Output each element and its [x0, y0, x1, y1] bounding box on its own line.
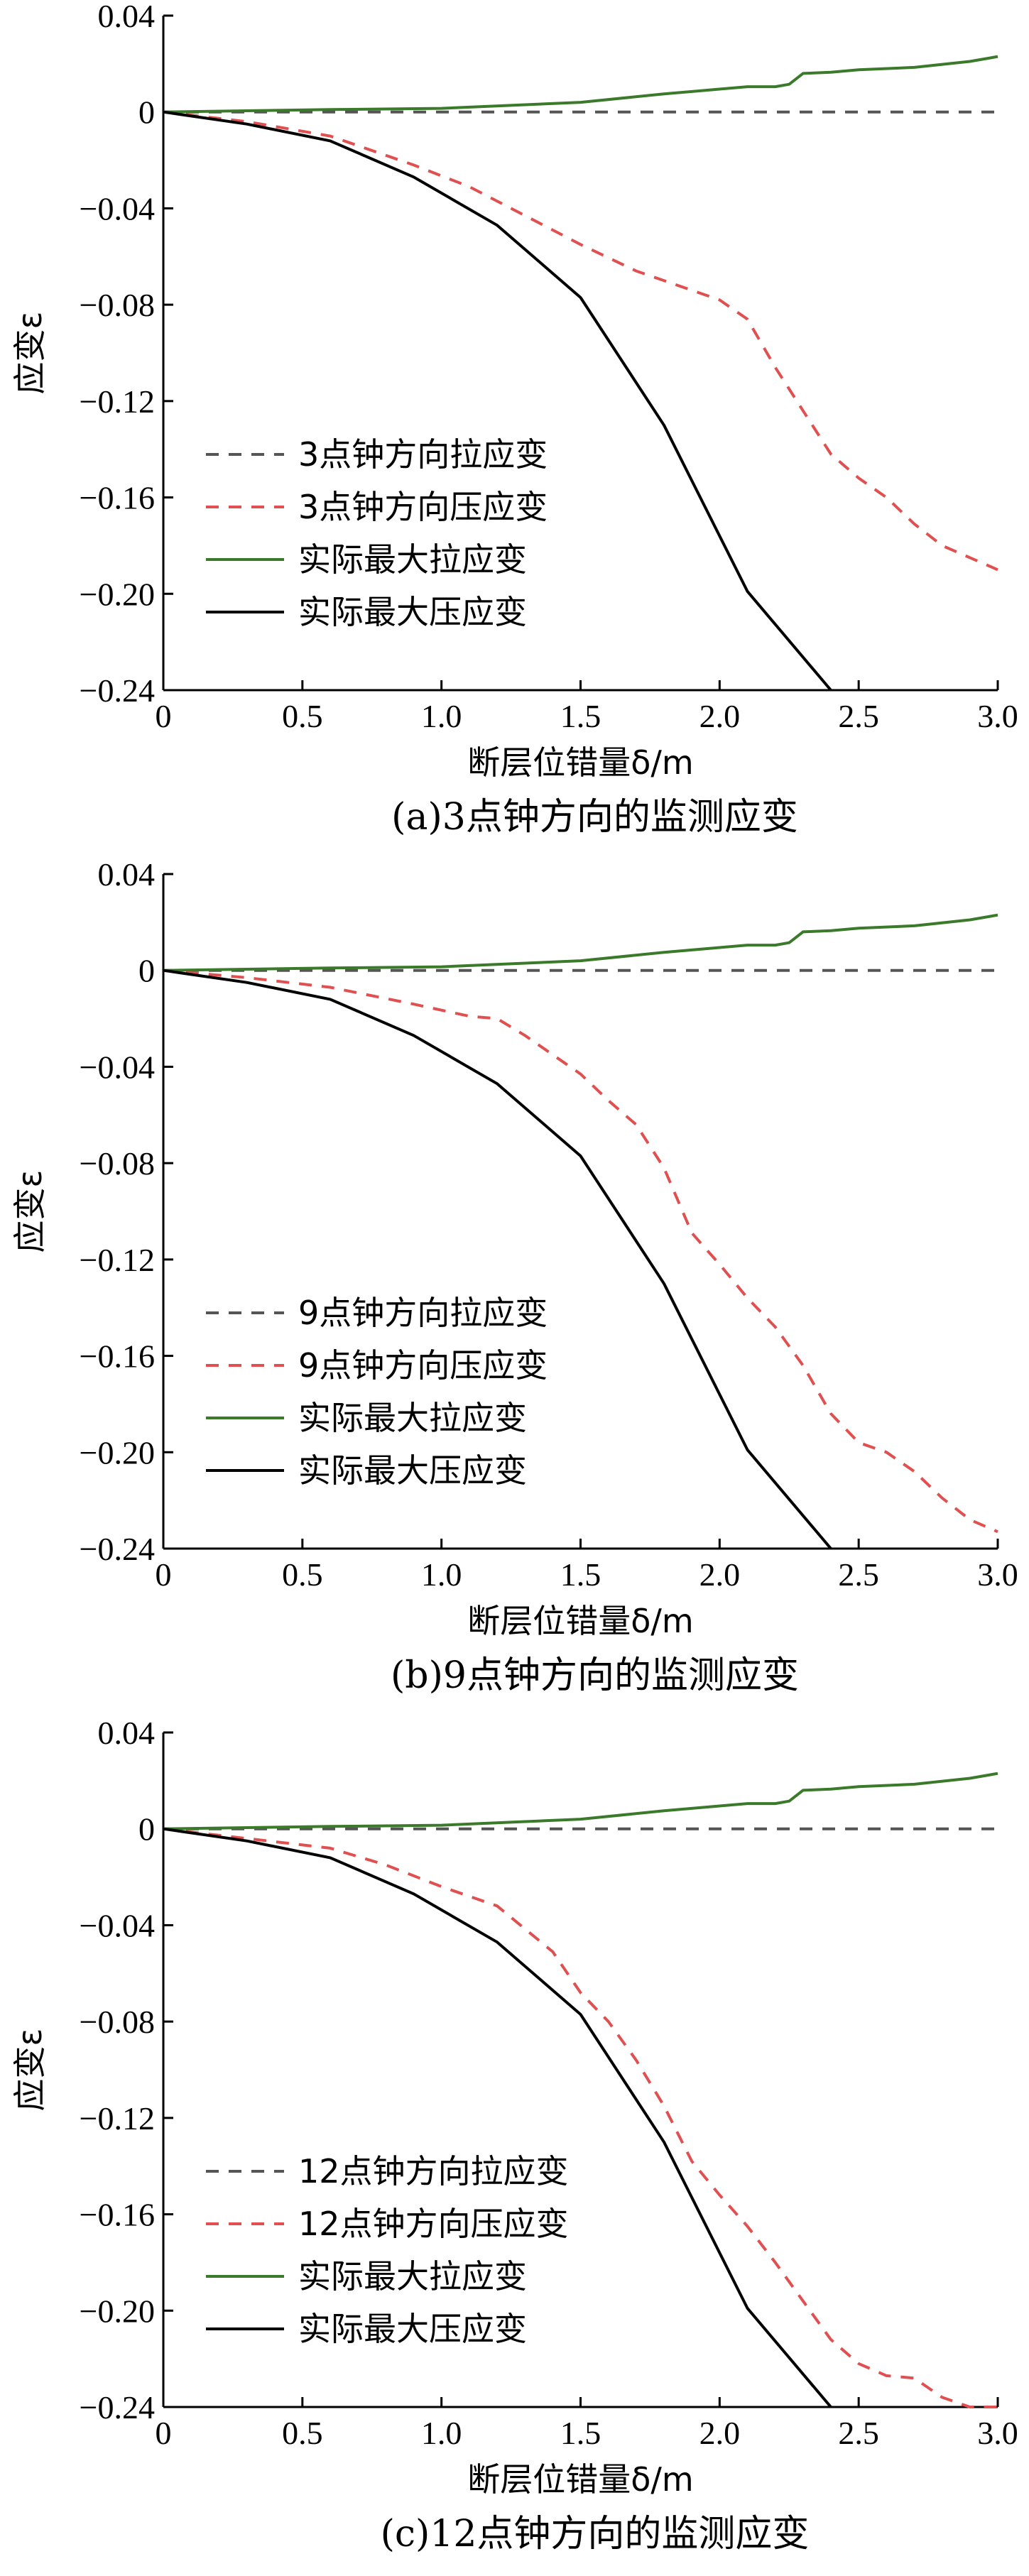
panel-caption: (a)3点钟方向的监测应变: [391, 796, 798, 839]
series-line-4: [163, 968, 832, 1550]
x-tick-label: 1.5: [560, 698, 601, 734]
x-tick-label: 0: [156, 2415, 172, 2451]
x-tick-label: 2.5: [838, 2415, 879, 2451]
series-line-4: [163, 1827, 832, 2408]
x-tick-label: 0.5: [282, 698, 323, 734]
x-tick-label: 2.0: [699, 1556, 741, 1593]
series-line-3: [163, 913, 998, 972]
x-axis-title: 断层位错量δ/m: [467, 2460, 693, 2499]
chart-svg: 0 0.5 1.0 1.5 2.0 2.5 3.0 0.04 0 −0.04 −0.08 −0.12 −…: [11, 858, 1018, 1697]
series-line-3: [163, 55, 998, 114]
legend-label: 实际最大压应变: [298, 593, 527, 631]
chart-panel-a: 0 0.5 1.0 1.5 2.0 2.5 3.0 0.04 0 −0.04 −0.08 −0.12 −…: [0, 0, 1029, 858]
y-tick-label: −0.20: [80, 2293, 155, 2329]
x-tick-label: 2.5: [838, 1556, 879, 1593]
x-tick-label: 1.5: [560, 2415, 601, 2451]
y-tick-label: −0.04: [80, 1049, 155, 1085]
y-axis-title: 应变ε: [11, 312, 49, 395]
series-line-2: [163, 968, 998, 1534]
y-tick-label: −0.24: [80, 672, 155, 709]
legend-label: 实际最大拉应变: [298, 1399, 527, 1437]
y-tick-label: −0.12: [80, 2100, 155, 2136]
y-tick-label: −0.04: [80, 1907, 155, 1943]
x-tick-label: 2.0: [699, 2415, 741, 2451]
y-tick-label: −0.08: [80, 1145, 155, 1181]
x-tick-label: 1.0: [421, 1556, 462, 1593]
x-tick-label: 2.5: [838, 698, 879, 734]
chart-panel-c: 0 0.5 1.0 1.5 2.0 2.5 3.0 0.04 0 −0.04 −0.08 −0.12 −…: [0, 1717, 1029, 2576]
x-tick-label: 3.0: [977, 698, 1018, 734]
panel-caption: (b)9点钟方向的监测应变: [391, 1654, 799, 1697]
legend-label: 9点钟方向拉应变: [298, 1294, 548, 1332]
legend-label: 9点钟方向压应变: [298, 1346, 548, 1385]
x-tick-label: 3.0: [977, 2415, 1018, 2451]
legend-label: 实际最大压应变: [298, 2310, 527, 2348]
y-tick-label: −0.24: [80, 2389, 155, 2425]
y-tick-label: 0.04: [98, 858, 156, 893]
y-tick-label: −0.08: [80, 2004, 155, 2040]
legend-label: 实际最大拉应变: [298, 2257, 527, 2296]
x-tick-label: 0: [156, 698, 172, 734]
legend-label: 3点钟方向压应变: [298, 488, 548, 526]
series-line-4: [163, 110, 832, 692]
chart-svg: 0 0.5 1.0 1.5 2.0 2.5 3.0 0.04 0 −0.04 −0.08 −0.12 −…: [11, 1717, 1018, 2555]
y-tick-label: −0.24: [80, 1531, 155, 1567]
y-axis-title: 应变ε: [11, 2029, 49, 2112]
x-axis-title: 断层位错量δ/m: [467, 743, 693, 782]
legend-label: 12点钟方向拉应变: [298, 2152, 569, 2190]
series-line-2: [163, 1827, 998, 2408]
x-tick-label: 3.0: [977, 1556, 1018, 1593]
legend-label: 3点钟方向拉应变: [298, 435, 548, 474]
y-tick-label: −0.16: [80, 480, 155, 516]
legend-label: 12点钟方向压应变: [298, 2205, 569, 2243]
y-tick-label: −0.12: [80, 1242, 155, 1278]
y-tick-label: −0.12: [80, 383, 155, 420]
series-line-3: [163, 1772, 998, 1830]
y-tick-label: −0.08: [80, 287, 155, 323]
x-tick-label: 1.5: [560, 1556, 601, 1593]
y-tick-label: 0.04: [98, 0, 156, 34]
panel-caption: (c)12点钟方向的监测应变: [381, 2513, 810, 2555]
y-tick-label: −0.04: [80, 190, 155, 227]
series-line-2: [163, 110, 998, 572]
y-tick-label: −0.16: [80, 2197, 155, 2233]
chart-svg: 0 0.5 1.0 1.5 2.0 2.5 3.0 0.04 0 −0.04 −0.08 −0.12 −…: [11, 0, 1018, 839]
y-axis-title: 应变ε: [11, 1170, 49, 1253]
x-tick-label: 0.5: [282, 1556, 323, 1593]
x-tick-label: 2.0: [699, 698, 741, 734]
y-tick-label: 0: [138, 94, 155, 131]
legend-label: 实际最大拉应变: [298, 540, 527, 579]
y-tick-label: 0: [138, 953, 155, 989]
y-tick-label: −0.20: [80, 576, 155, 612]
legend-label: 实际最大压应变: [298, 1451, 527, 1490]
y-tick-label: 0.04: [98, 1717, 156, 1751]
y-tick-label: −0.20: [80, 1434, 155, 1470]
chart-panel-b: 0 0.5 1.0 1.5 2.0 2.5 3.0 0.04 0 −0.04 −0.08 −0.12 −…: [0, 858, 1029, 1717]
y-tick-label: −0.16: [80, 1338, 155, 1375]
x-tick-label: 1.0: [421, 698, 462, 734]
x-tick-label: 1.0: [421, 2415, 462, 2451]
x-tick-label: 0: [156, 1556, 172, 1593]
x-axis-title: 断层位错量δ/m: [467, 1602, 693, 1640]
x-tick-label: 0.5: [282, 2415, 323, 2451]
y-tick-label: 0: [138, 1811, 155, 1848]
